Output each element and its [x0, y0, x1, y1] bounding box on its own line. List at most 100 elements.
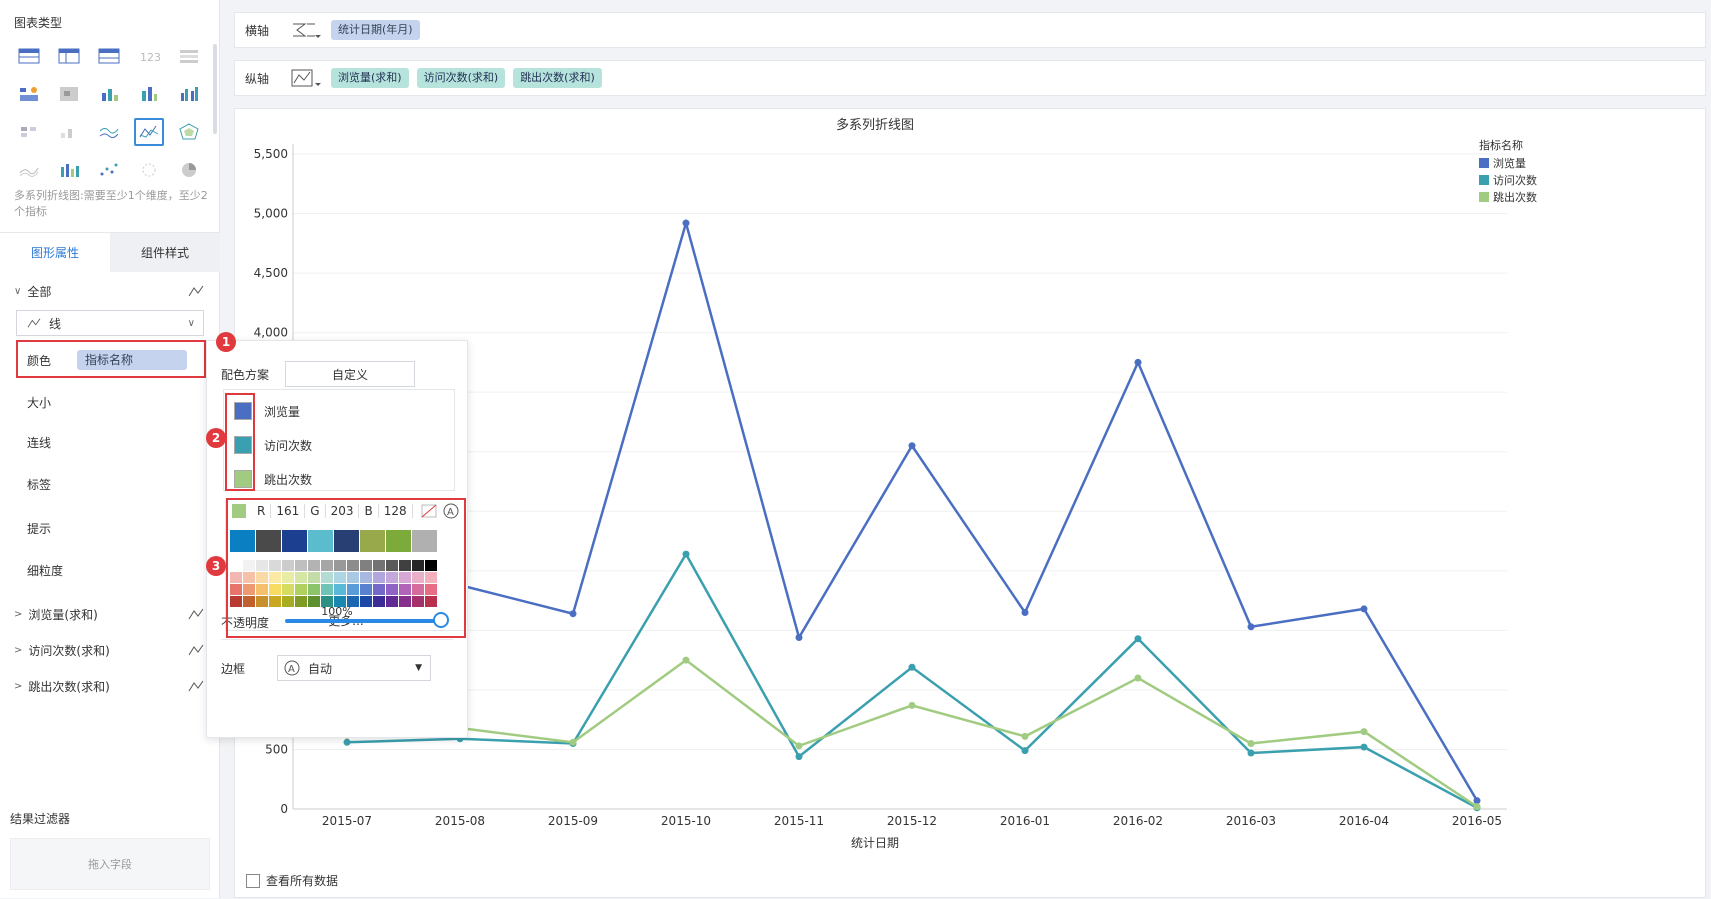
color-swatch[interactable]	[347, 584, 359, 595]
color-swatch[interactable]	[360, 560, 372, 571]
view-all-data-checkbox[interactable]	[246, 873, 260, 888]
theme-color-swatch[interactable]	[230, 530, 255, 552]
color-swatch[interactable]	[386, 596, 398, 607]
color-swatch[interactable]	[295, 560, 307, 571]
heatmap-icon[interactable]	[54, 80, 84, 108]
b-value[interactable]: 128	[377, 504, 413, 518]
color-swatch[interactable]	[282, 584, 294, 595]
x-axis-field-tag[interactable]: 统计日期(年月)	[331, 20, 420, 40]
color-swatch[interactable]	[321, 560, 333, 571]
y-axis-field-tag-views[interactable]: 浏览量(求和)	[331, 68, 409, 88]
color-swatch[interactable]	[386, 560, 398, 571]
detail-table-icon[interactable]	[94, 42, 124, 70]
auto-color-icon[interactable]: A	[443, 503, 459, 519]
r-value[interactable]: 161	[270, 504, 306, 518]
color-swatch[interactable]	[295, 572, 307, 583]
series-row-bounces[interactable]: > 跳出次数(求和)	[14, 670, 206, 702]
theme-color-swatch[interactable]	[282, 530, 307, 552]
color-swatch[interactable]	[256, 560, 268, 571]
color-swatch[interactable]	[386, 572, 398, 583]
axis-sort-icon[interactable]	[291, 21, 331, 39]
color-swatch[interactable]	[256, 584, 268, 595]
color-swatch[interactable]	[308, 572, 320, 583]
color-swatch[interactable]	[334, 596, 346, 607]
chart-type-scrollbar[interactable]	[213, 44, 217, 134]
color-swatch[interactable]	[360, 596, 372, 607]
color-swatch[interactable]	[269, 560, 281, 571]
grouped-bar-icon[interactable]	[174, 80, 204, 108]
series-color-swatch[interactable]	[234, 470, 252, 488]
bubble-chart-icon[interactable]	[134, 156, 164, 184]
color-swatch[interactable]	[412, 596, 424, 607]
color-swatch[interactable]	[308, 596, 320, 607]
color-swatch[interactable]	[360, 584, 372, 595]
color-swatch[interactable]	[425, 584, 437, 595]
label-property[interactable]: 标签	[16, 468, 204, 500]
color-swatch[interactable]	[230, 584, 242, 595]
color-swatch[interactable]	[230, 572, 242, 583]
color-swatch[interactable]	[399, 584, 411, 595]
color-swatch[interactable]	[243, 596, 255, 607]
color-swatch[interactable]	[412, 584, 424, 595]
tab-component-style[interactable]: 组件样式	[110, 233, 220, 272]
scatter-plot-icon[interactable]	[94, 156, 124, 184]
series-row-visits[interactable]: > 访问次数(求和)	[14, 634, 206, 666]
color-swatch[interactable]	[373, 596, 385, 607]
filter-drop-zone[interactable]: 拖入字段	[10, 838, 210, 890]
color-swatch[interactable]	[347, 572, 359, 583]
series-color-item[interactable]: 跳出次数	[234, 470, 312, 488]
series-color-item[interactable]: 访问次数	[234, 436, 312, 454]
color-swatch[interactable]	[230, 596, 242, 607]
wave-line-icon[interactable]	[14, 156, 44, 184]
view-all-data-row[interactable]: 查看所有数据	[246, 872, 338, 889]
color-swatch[interactable]	[243, 584, 255, 595]
color-swatch[interactable]	[425, 560, 437, 571]
theme-color-swatch[interactable]	[386, 530, 411, 552]
color-swatch[interactable]	[269, 584, 281, 595]
line-chart-icon[interactable]	[291, 69, 331, 87]
color-swatch[interactable]	[373, 560, 385, 571]
border-select[interactable]: A 自动 ▼	[277, 655, 431, 681]
g-value[interactable]: 203	[324, 504, 360, 518]
connect-line-property[interactable]: 连线	[16, 426, 204, 458]
color-swatch[interactable]	[321, 572, 333, 583]
multi-line-chart-icon[interactable]	[134, 118, 164, 146]
color-swatch[interactable]	[321, 596, 333, 607]
color-swatch[interactable]	[347, 560, 359, 571]
scatter-bar-icon[interactable]	[94, 80, 124, 108]
granularity-property[interactable]: 细粒度	[16, 554, 204, 586]
color-swatch[interactable]	[373, 572, 385, 583]
color-swatch[interactable]	[399, 560, 411, 571]
color-swatch[interactable]	[321, 584, 333, 595]
color-swatch[interactable]	[282, 560, 294, 571]
color-swatch[interactable]	[243, 560, 255, 571]
combo-bar-icon[interactable]	[54, 156, 84, 184]
color-swatch[interactable]	[425, 596, 437, 607]
radar-chart-icon[interactable]	[174, 118, 204, 146]
cross-table-icon[interactable]	[54, 42, 84, 70]
color-swatch[interactable]	[334, 560, 346, 571]
tooltip-property[interactable]: 提示	[16, 512, 204, 544]
range-chart-icon[interactable]	[54, 118, 84, 146]
series-color-item[interactable]: 浏览量	[234, 402, 300, 420]
color-swatch[interactable]	[282, 596, 294, 607]
series-row-views[interactable]: > 浏览量(求和)	[14, 598, 206, 630]
color-swatch[interactable]	[412, 572, 424, 583]
area-line-icon[interactable]	[94, 118, 124, 146]
color-swatch[interactable]	[412, 560, 424, 571]
color-swatch[interactable]	[399, 596, 411, 607]
color-swatch[interactable]	[269, 596, 281, 607]
color-swatch[interactable]	[334, 572, 346, 583]
all-properties-row[interactable]: ∨ 全部	[14, 275, 206, 307]
color-swatch[interactable]	[334, 584, 346, 595]
color-swatch[interactable]	[308, 584, 320, 595]
y-axis-field-tag-bounces[interactable]: 跳出次数(求和)	[513, 68, 602, 88]
color-swatch[interactable]	[373, 584, 385, 595]
color-swatch[interactable]	[256, 596, 268, 607]
theme-color-swatch[interactable]	[256, 530, 281, 552]
color-property[interactable]: 颜色 指标名称	[16, 344, 204, 376]
size-property[interactable]: 大小	[16, 386, 204, 418]
color-swatch[interactable]	[308, 560, 320, 571]
color-swatch[interactable]	[230, 560, 242, 571]
theme-color-swatch[interactable]	[308, 530, 333, 552]
